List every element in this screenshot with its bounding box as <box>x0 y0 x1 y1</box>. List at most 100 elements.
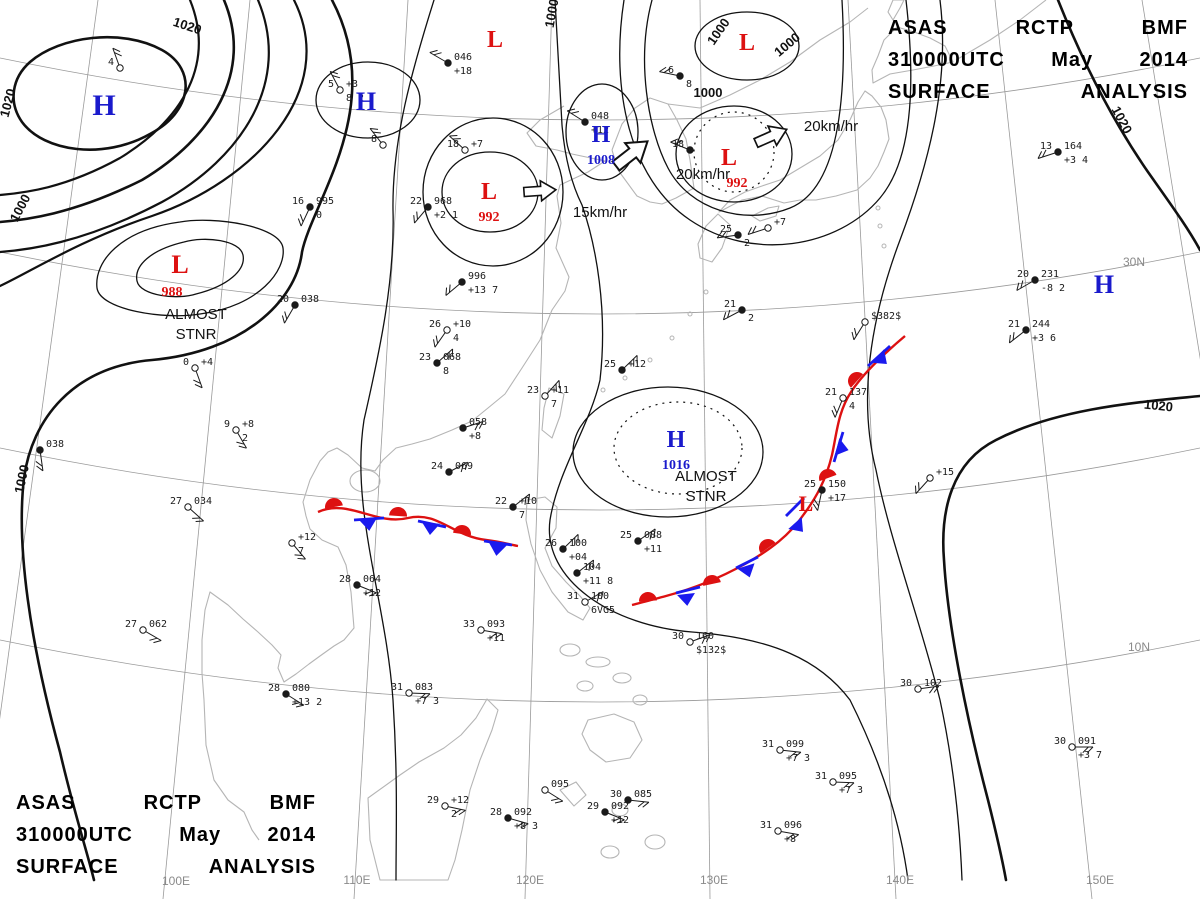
wind-barb-tick <box>1012 332 1015 341</box>
station-symbol <box>764 224 772 232</box>
product-type: SURFACE ANALYSIS <box>16 856 316 878</box>
station-plot: 30 160 $132$ <box>672 631 726 656</box>
cold-front-triangle <box>788 516 804 532</box>
station-pressure: 046 <box>454 52 472 63</box>
wind-barb-tick <box>1016 282 1020 291</box>
station-aux-value: +3 6 <box>1032 333 1056 344</box>
station-pressure: 058 <box>469 417 487 428</box>
station-temperature: 29 <box>587 801 599 812</box>
isobar <box>422 117 564 267</box>
station-symbol <box>36 446 44 454</box>
cold-front-triangle <box>737 563 755 578</box>
station-aux-value: +13 2 <box>292 697 322 708</box>
island-dot <box>877 223 883 229</box>
island <box>611 803 629 817</box>
station-pressure: 091 <box>1078 736 1096 747</box>
station-symbol <box>353 581 361 589</box>
station-plot: +15 <box>914 467 954 494</box>
station-temperature: 25 <box>604 359 616 370</box>
station-symbol <box>232 426 240 434</box>
wind-barb-tick <box>705 634 711 643</box>
wind-barb-tick <box>843 782 850 789</box>
low-center-letter: L <box>171 250 188 279</box>
station-plot: 13 164 +3 4 <box>1037 141 1088 166</box>
station-symbol <box>818 486 826 494</box>
station-symbol <box>379 141 387 149</box>
island <box>612 672 632 684</box>
station-symbol <box>1022 326 1030 334</box>
center-pressure-value: 1016 <box>662 458 690 473</box>
wind-barb-tick <box>281 315 285 324</box>
station-pressure: 095 <box>551 779 569 790</box>
station-symbol <box>405 689 413 697</box>
station-temperature: 18 <box>672 139 684 150</box>
wind-barb-tick <box>851 331 855 340</box>
parallel-line <box>0 639 1200 703</box>
coastlines <box>201 0 1047 881</box>
wind-barb-tick <box>299 214 304 223</box>
station-plot: 28 080 +13 2 <box>268 683 322 708</box>
grid-labels: 30N 10N 100E 110E 120E 130E 140E 150E <box>162 255 1150 888</box>
isobar <box>360 0 435 881</box>
wind-barb-tick <box>524 496 527 505</box>
station-pressure: +7 <box>774 217 786 228</box>
station-symbol <box>686 638 694 646</box>
station-aux-value: -8 2 <box>1041 283 1065 294</box>
grid-label: 100E <box>162 874 190 888</box>
isobar-value-label: 1000 <box>771 30 803 60</box>
station-temperature: 30 <box>672 631 684 642</box>
wind-barb-tick <box>570 110 580 114</box>
annotation-almost-stnr-east: ALMOST STNR <box>675 468 737 505</box>
wind-barb-tick <box>812 503 819 511</box>
station-plot: 26 100 +04 <box>545 534 587 563</box>
station-aux-value: 8 <box>686 79 692 90</box>
station-aux-value: 2 <box>748 313 754 324</box>
low-center-letter: L <box>739 30 755 56</box>
station-temperature: 8 <box>371 134 377 145</box>
station-pressure: +3 <box>346 79 358 90</box>
cold-front-triangle <box>871 349 887 365</box>
warm-front-semicircle <box>453 525 471 536</box>
station-plot: 31 099 +7 3 <box>762 739 810 764</box>
wind-barb-tick <box>847 782 855 789</box>
high-center-letter: H <box>92 89 115 122</box>
wind-barb-tick <box>364 590 373 595</box>
high-center-letter: H <box>1094 270 1114 299</box>
station-plot: 30 085 <box>610 789 652 808</box>
wind-barb-tick <box>429 49 438 53</box>
wind-barb-tick <box>592 560 595 569</box>
grid-label: 110E <box>343 873 370 887</box>
station-aux-value: +17 <box>828 493 846 504</box>
station-plot: 21 2 <box>722 299 754 324</box>
center-pressure-value: 988 <box>162 285 183 300</box>
grid-label: 120E <box>516 873 544 887</box>
station-pressure: 996 <box>468 271 486 282</box>
station-plot: 29 092 +12 <box>587 801 629 826</box>
parallel-line <box>0 57 1200 121</box>
wind-barb-tick <box>329 70 338 75</box>
annotation-speed-15kmhr: 15km/hr <box>573 204 627 221</box>
station-plot: 9 +8 2 <box>224 419 254 449</box>
front-line-cold-segment <box>675 585 701 595</box>
wind-barb-tick <box>1087 746 1094 754</box>
station-aux-value: +04 <box>569 552 587 563</box>
station-temperature: 20 <box>277 294 289 305</box>
station-temperature: 28 <box>268 683 280 694</box>
station-pressure: 968 <box>434 196 452 207</box>
station-plot: 31 100 6VG5 <box>567 591 615 616</box>
station-aux-value: 2 <box>242 433 248 444</box>
coastline <box>581 713 643 763</box>
island-dot <box>622 375 628 381</box>
station-pressure: 231 <box>1041 269 1059 280</box>
wind-barb-tick <box>236 441 245 445</box>
coastline <box>667 7 869 109</box>
station-aux-value: +3 4 <box>1064 155 1088 166</box>
isobar-value-label: 1000 <box>11 463 32 494</box>
wind-barb-tick <box>520 823 529 829</box>
station-plot: 996 +13 7 <box>445 271 498 296</box>
title-block-bottom-left: ASAS RCTP BMF 310000UTC May 2014 SURFACE… <box>16 787 316 883</box>
wind-barb-tick <box>721 230 727 238</box>
wind-barb-tick <box>194 383 203 389</box>
station-plot: 29 +12 2 <box>427 795 469 820</box>
station-aux-value: 0 <box>316 210 322 221</box>
